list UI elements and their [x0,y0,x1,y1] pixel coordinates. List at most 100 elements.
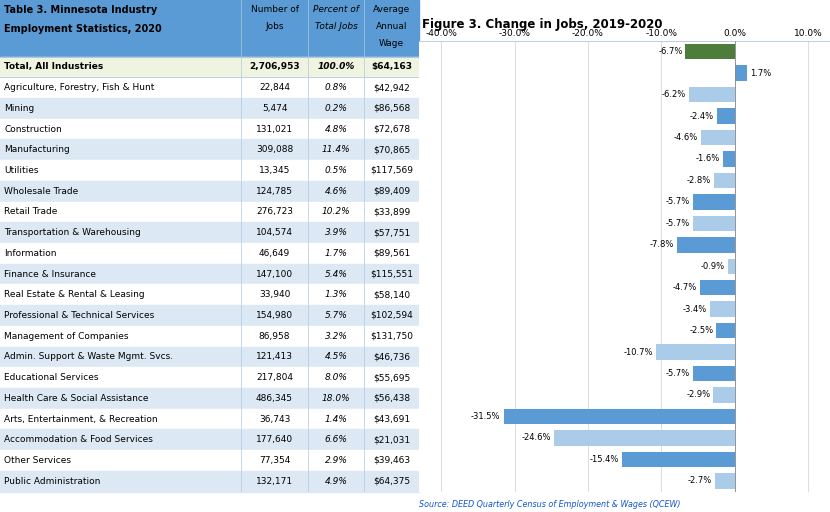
Text: -6.7%: -6.7% [658,47,682,56]
Text: -2.5%: -2.5% [689,326,713,335]
Text: Accommodation & Food Services: Accommodation & Food Services [4,435,153,444]
Text: -24.6%: -24.6% [522,433,551,442]
Text: 132,171: 132,171 [256,477,293,486]
Text: 0.2%: 0.2% [325,104,348,113]
Bar [0,77,419,98]
Text: Retail Trade: Retail Trade [4,207,57,217]
Text: 1.7%: 1.7% [750,69,771,78]
Text: 86,958: 86,958 [259,332,290,340]
Text: 6.6%: 6.6% [325,435,348,444]
Text: Wage: Wage [379,39,404,48]
Text: -2.8%: -2.8% [687,176,711,185]
Text: Employment Statistics, 2020: Employment Statistics, 2020 [4,24,162,34]
Bar [0,409,419,430]
Text: Number of: Number of [251,5,299,14]
Bar [0,326,419,347]
Text: 217,804: 217,804 [256,373,293,382]
Text: $72,678: $72,678 [373,124,410,134]
Text: Public Administration: Public Administration [4,477,100,486]
Bar [723,151,735,167]
Text: Manufacturing: Manufacturing [4,145,70,154]
Text: $131,750: $131,750 [370,332,413,340]
Text: Average: Average [373,5,410,14]
Text: Figure 3. Change in Jobs, 2019-2020: Figure 3. Change in Jobs, 2019-2020 [422,18,662,31]
Text: Educational Services: Educational Services [4,373,99,382]
Text: $39,463: $39,463 [373,456,410,465]
Text: 4.9%: 4.9% [325,477,348,486]
Text: Professional & Technical Services: Professional & Technical Services [4,311,154,320]
Text: 36,743: 36,743 [259,415,290,423]
Text: 10.2%: 10.2% [322,207,350,217]
Text: 4.6%: 4.6% [325,187,348,196]
Bar [701,280,735,295]
Text: Real Estate & Rental & Leasing: Real Estate & Rental & Leasing [4,290,144,299]
Bar [0,264,419,284]
Text: -0.9%: -0.9% [701,262,725,271]
Text: -15.4%: -15.4% [589,455,618,464]
Text: Total Jobs: Total Jobs [315,22,358,31]
Text: $21,031: $21,031 [373,435,410,444]
Text: Mining: Mining [4,104,34,113]
Text: 5,474: 5,474 [261,104,287,113]
Text: Annual: Annual [376,22,408,31]
Text: -7.8%: -7.8% [650,240,675,249]
Bar [0,181,419,202]
Bar [693,194,735,209]
Text: -2.9%: -2.9% [686,391,710,399]
Bar [713,387,735,403]
Bar [714,173,735,188]
Bar [554,430,735,445]
Text: $117,569: $117,569 [370,166,413,175]
Bar [693,216,735,231]
Text: $64,163: $64,163 [371,62,412,71]
Text: 131,021: 131,021 [256,124,293,134]
Text: 46,649: 46,649 [259,249,290,258]
Text: 147,100: 147,100 [256,269,293,279]
Bar [677,237,735,252]
Bar [0,450,419,471]
Text: Finance & Insurance: Finance & Insurance [4,269,96,279]
Bar [504,409,735,424]
Text: $56,438: $56,438 [373,394,410,403]
Text: -1.6%: -1.6% [696,155,720,163]
Text: 121,413: 121,413 [256,352,293,361]
Text: $64,375: $64,375 [373,477,410,486]
Text: -5.7%: -5.7% [666,197,690,206]
Bar [728,259,735,274]
Text: Percent of: Percent of [313,5,359,14]
Bar [710,302,735,317]
Text: Information: Information [4,249,56,258]
Text: 100.0%: 100.0% [317,62,354,71]
Bar [735,66,747,81]
Text: $42,942: $42,942 [374,83,410,92]
Text: 0.8%: 0.8% [325,83,348,92]
Text: $57,751: $57,751 [373,228,410,237]
Text: Agriculture, Forestry, Fish & Hunt: Agriculture, Forestry, Fish & Hunt [4,83,154,92]
Bar [693,366,735,381]
Text: 11.4%: 11.4% [322,145,350,154]
Bar [622,452,735,467]
Text: $115,551: $115,551 [370,269,413,279]
Bar [0,430,419,450]
Text: 1.4%: 1.4% [325,415,348,423]
Text: 0.5%: 0.5% [325,166,348,175]
Text: Wholesale Trade: Wholesale Trade [4,187,79,196]
Text: 4.8%: 4.8% [325,124,348,134]
Text: 276,723: 276,723 [256,207,293,217]
Text: $33,899: $33,899 [373,207,410,217]
Text: Utilities: Utilities [4,166,39,175]
Text: 3.9%: 3.9% [325,228,348,237]
Text: 124,785: 124,785 [256,187,293,196]
Text: $58,140: $58,140 [373,290,410,299]
Bar [0,222,419,243]
Bar [715,473,735,488]
Text: $89,561: $89,561 [373,249,410,258]
Bar [657,345,735,360]
Text: -3.4%: -3.4% [682,305,706,314]
Bar [0,243,419,264]
Text: 5.7%: 5.7% [325,311,348,320]
Text: $70,865: $70,865 [373,145,410,154]
Text: 309,088: 309,088 [256,145,293,154]
Bar [0,160,419,181]
Bar [0,139,419,160]
